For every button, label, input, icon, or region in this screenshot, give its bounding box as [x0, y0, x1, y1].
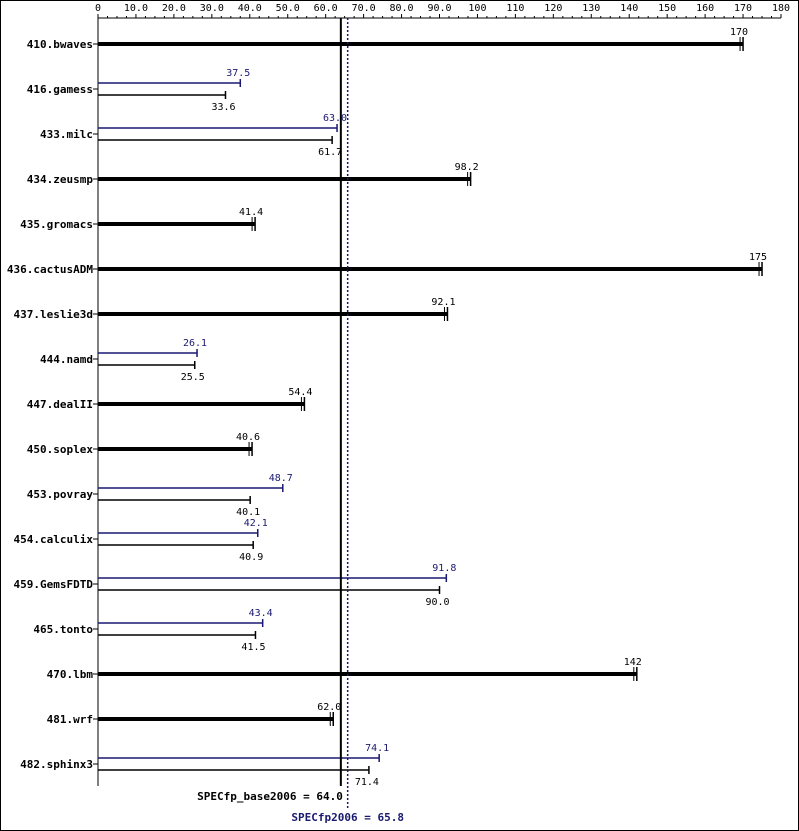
base-value-label: 175 [749, 252, 767, 263]
base-value-label: 98.2 [455, 162, 479, 173]
benchmark-label: 465.tonto [33, 623, 93, 636]
peak-value-label: 26.1 [183, 338, 207, 349]
x-tick-label: 20.0 [162, 3, 186, 14]
peak-value-label: 42.1 [244, 518, 268, 529]
base-value-label: 142 [624, 657, 642, 668]
peak-value-label: 48.7 [269, 473, 293, 484]
base-value-label: 40.9 [239, 552, 263, 563]
benchmark-label: 470.lbm [47, 668, 94, 681]
x-tick-label: 180 [772, 3, 790, 14]
benchmark-label: 410.bwaves [27, 38, 93, 51]
x-tick-label: 140 [620, 3, 638, 14]
base-value-label: 41.5 [241, 642, 265, 653]
base-value-label: 54.4 [288, 387, 312, 398]
x-tick-label: 70.0 [352, 3, 376, 14]
peak-value-label: 63.0 [323, 113, 347, 124]
benchmark-label: 436.cactusADM [7, 263, 93, 276]
benchmark-label: 453.povray [27, 488, 94, 501]
base-value-label: 170 [730, 27, 748, 38]
base-value-label: 40.6 [236, 432, 260, 443]
x-tick-label: 130 [582, 3, 600, 14]
base-value-label: 62.0 [317, 702, 341, 713]
x-tick-label: 30.0 [200, 3, 224, 14]
benchmark-label: 481.wrf [47, 713, 93, 726]
base-value-label: 25.5 [181, 372, 205, 383]
base-value-label: 61.7 [318, 147, 342, 158]
peak-value-label: 43.4 [249, 608, 273, 619]
base-value-label: 92.1 [431, 297, 455, 308]
benchmark-label: 437.leslie3d [14, 308, 93, 321]
benchmark-label: 482.sphinx3 [20, 758, 93, 771]
peak-reference-label: SPECfp2006 = 65.8 [291, 811, 404, 824]
x-tick-label: 40.0 [238, 3, 262, 14]
x-tick-label: 10.0 [124, 3, 148, 14]
x-tick-label: 60.0 [314, 3, 338, 14]
x-tick-label: 50.0 [276, 3, 300, 14]
x-tick-label: 100 [468, 3, 486, 14]
benchmark-label: 454.calculix [14, 533, 94, 546]
base-reference-label: SPECfp_base2006 = 64.0 [197, 790, 343, 803]
peak-value-label: 37.5 [226, 68, 250, 79]
benchmark-label: 447.dealII [27, 398, 93, 411]
benchmark-label: 416.gamess [27, 83, 93, 96]
x-tick-label: 110 [506, 3, 524, 14]
peak-value-label: 91.8 [432, 563, 456, 574]
x-tick-label: 150 [658, 3, 676, 14]
base-value-label: 71.4 [355, 777, 379, 788]
base-value-label: 90.0 [425, 597, 449, 608]
benchmark-label: 450.soplex [27, 443, 94, 456]
x-tick-label: 120 [544, 3, 562, 14]
base-value-label: 33.6 [211, 102, 235, 113]
base-value-label: 40.1 [236, 507, 260, 518]
x-tick-label: 160 [696, 3, 714, 14]
benchmark-label: 435.gromacs [20, 218, 93, 231]
x-tick-label: 170 [734, 3, 752, 14]
base-value-label: 41.4 [239, 207, 263, 218]
benchmark-label: 434.zeusmp [27, 173, 94, 186]
benchmark-label: 444.namd [40, 353, 93, 366]
benchmark-label: 459.GemsFDTD [14, 578, 94, 591]
benchmark-label: 433.milc [40, 128, 93, 141]
peak-value-label: 74.1 [365, 743, 389, 754]
x-tick-label: 90.0 [427, 3, 451, 14]
x-tick-label: 80.0 [390, 3, 414, 14]
x-tick-label: 0 [95, 3, 101, 14]
